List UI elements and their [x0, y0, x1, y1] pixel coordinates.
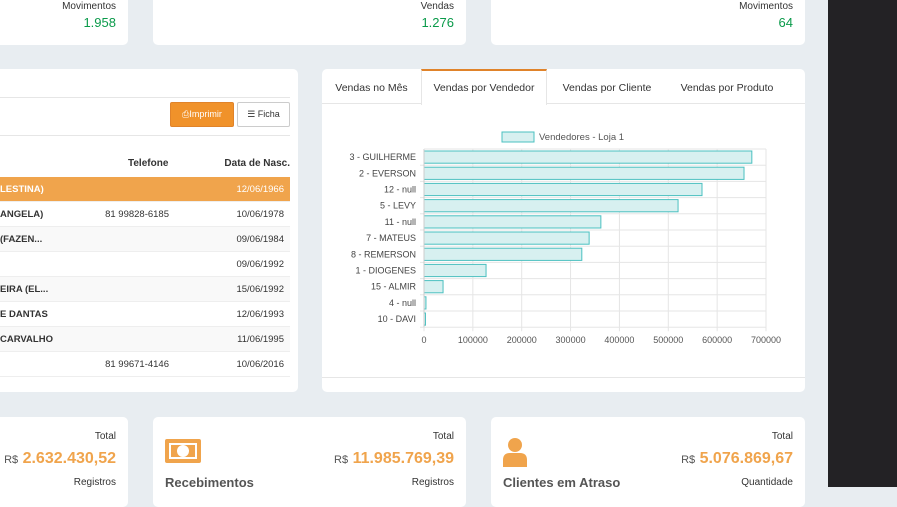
summary-card-clientes-atraso: Clientes em Atraso Total R$ 5.076.869,67… [491, 417, 805, 507]
table-row[interactable]: 09/06/1992 [0, 252, 290, 277]
cell-date: 10/06/1978 [236, 209, 284, 220]
divider [322, 377, 805, 378]
bar [423, 150, 753, 164]
y-tick-label: 1 - DIOGENES [355, 266, 416, 276]
bar [423, 215, 602, 229]
x-tick-label: 400000 [604, 335, 634, 345]
bar [423, 280, 444, 294]
x-tick-label: 100000 [458, 335, 488, 345]
x-tick-label: 200000 [507, 335, 537, 345]
y-tick-label: 15 - ALMIR [371, 282, 417, 292]
stat-value: 1.958 [83, 15, 116, 30]
list-icon: ☰ [247, 109, 256, 119]
stat-value: 64 [778, 15, 793, 30]
tabs: Vendas no Mês Vendas por Vendedor Vendas… [322, 69, 805, 105]
total-value: R$ 11.985.769,39 [334, 450, 454, 467]
bar [423, 263, 487, 278]
sub-label: Registros [73, 477, 116, 488]
y-tick-label: 12 - null [384, 185, 416, 195]
table-row[interactable]: 81 99671-4146 10/06/2016 [0, 352, 290, 377]
cell-phone: 81 99828-6185 [105, 209, 169, 220]
ficha-button[interactable]: ☰ Ficha [237, 102, 290, 127]
tab-vendas-por-vendedor[interactable]: Vendas por Vendedor [421, 69, 547, 105]
legend-swatch [501, 131, 535, 143]
cell-date: 09/06/1984 [236, 234, 284, 245]
legend-label: Vendedores - Loja 1 [539, 132, 624, 143]
tab-vendas-por-cliente[interactable]: Vendas por Cliente [562, 82, 652, 94]
stat-card-vendas: Vendas 1.276 [153, 0, 466, 45]
divider [0, 135, 290, 136]
cell-date: 15/06/1992 [236, 284, 284, 295]
sales-panel: Vendas no Mês Vendas por Vendedor Vendas… [322, 69, 805, 392]
table-row[interactable]: CARVALHO 11/06/1995 [0, 327, 290, 352]
stat-label: Movimentos [62, 1, 116, 12]
y-tick-label: 5 - LEVY [380, 201, 416, 211]
summary-card-recebimentos: Recebimentos Total R$ 11.985.769,39 Regi… [153, 417, 466, 507]
print-button[interactable]: ⎙Imprimir [170, 102, 234, 127]
x-tick-label: 700000 [751, 335, 781, 345]
total-value: R$ 5.076.869,67 [681, 450, 793, 467]
cell-date: 12/06/1993 [236, 309, 284, 320]
bar [423, 247, 583, 261]
table-row[interactable]: EIRA (EL... 15/06/1992 [0, 277, 290, 302]
cell-name: LESTINA) [0, 184, 44, 195]
vendedores-chart: Vendedores - Loja 1 0 100000 200000 300000 40… [349, 131, 781, 345]
tab-vendas-por-produto[interactable]: Vendas por Produto [680, 82, 774, 94]
y-tick-label: 2 - EVERSON [359, 168, 416, 178]
cell-name: CARVALHO [0, 334, 53, 345]
cell-name: EIRA (EL... [0, 284, 49, 295]
x-tick-label: 0 [421, 335, 426, 345]
cell-date: 11/06/1995 [237, 334, 284, 345]
sub-label: Registros [411, 477, 454, 488]
col-data-nasc: Data de Nasc. [224, 158, 290, 169]
printer-icon: ⎙ [182, 109, 190, 119]
x-tick-label: 300000 [556, 335, 586, 345]
total-label: Total [771, 431, 793, 442]
summary-card-1: Total R$ 2.632.430,52 Registros [0, 417, 128, 507]
divider [0, 97, 290, 98]
col-telefone: Telefone [128, 158, 169, 169]
bar [423, 231, 590, 245]
card-title: Clientes em Atraso [503, 475, 621, 490]
x-tick-label: 600000 [702, 335, 732, 345]
y-tick-label: 3 - GUILHERME [349, 152, 416, 162]
bar [423, 199, 679, 213]
cell-name: ANGELA) [0, 209, 44, 220]
y-tick-label: 7 - MATEUS [366, 233, 416, 243]
stat-value: 1.276 [421, 15, 454, 30]
y-tick-label: 11 - null [385, 217, 416, 227]
cell-name: E DANTAS [0, 309, 48, 320]
table-row[interactable]: ANGELA) 81 99828-6185 10/06/1978 [0, 202, 290, 227]
dark-side-panel [828, 0, 897, 487]
y-tick-label: 4 - null [389, 298, 416, 308]
cell-date: 09/06/1992 [236, 259, 284, 270]
table-row[interactable]: E DANTAS 12/06/1993 [0, 302, 290, 327]
sub-label: Quantidade [741, 477, 793, 488]
table-area: ⎙Imprimir ☰ Ficha Telefone Data de Nasc.… [0, 69, 298, 392]
user-icon [503, 438, 527, 467]
stat-card-movimentos-2: Movimentos 64 [491, 0, 805, 45]
cell-phone: 81 99671-4146 [105, 359, 169, 370]
stat-label: Vendas [420, 1, 454, 12]
money-bill-icon [165, 439, 201, 463]
cell-date: 10/06/2016 [236, 359, 284, 370]
table-row[interactable]: (FAZEN... 09/06/1984 [0, 227, 290, 252]
bar [423, 166, 745, 180]
table-row[interactable]: LESTINA) 12/06/1966 [0, 177, 290, 202]
x-tick-label: 500000 [653, 335, 683, 345]
y-tick-label: 10 - DAVI [378, 314, 416, 324]
bar [423, 182, 703, 197]
cell-name: (FAZEN... [0, 234, 43, 245]
total-label: Total [94, 431, 116, 442]
stat-label: Movimentos [739, 1, 793, 12]
total-value: R$ 2.632.430,52 [4, 450, 116, 467]
cell-date: 12/06/1966 [236, 184, 284, 195]
y-tick-label: 8 - REMERSON [351, 249, 416, 259]
total-label: Total [432, 431, 454, 442]
stat-card-movimentos: Movimentos 1.958 [0, 0, 128, 45]
card-title: Recebimentos [165, 475, 254, 490]
tab-vendas-no-mes[interactable]: Vendas no Mês [335, 82, 408, 94]
